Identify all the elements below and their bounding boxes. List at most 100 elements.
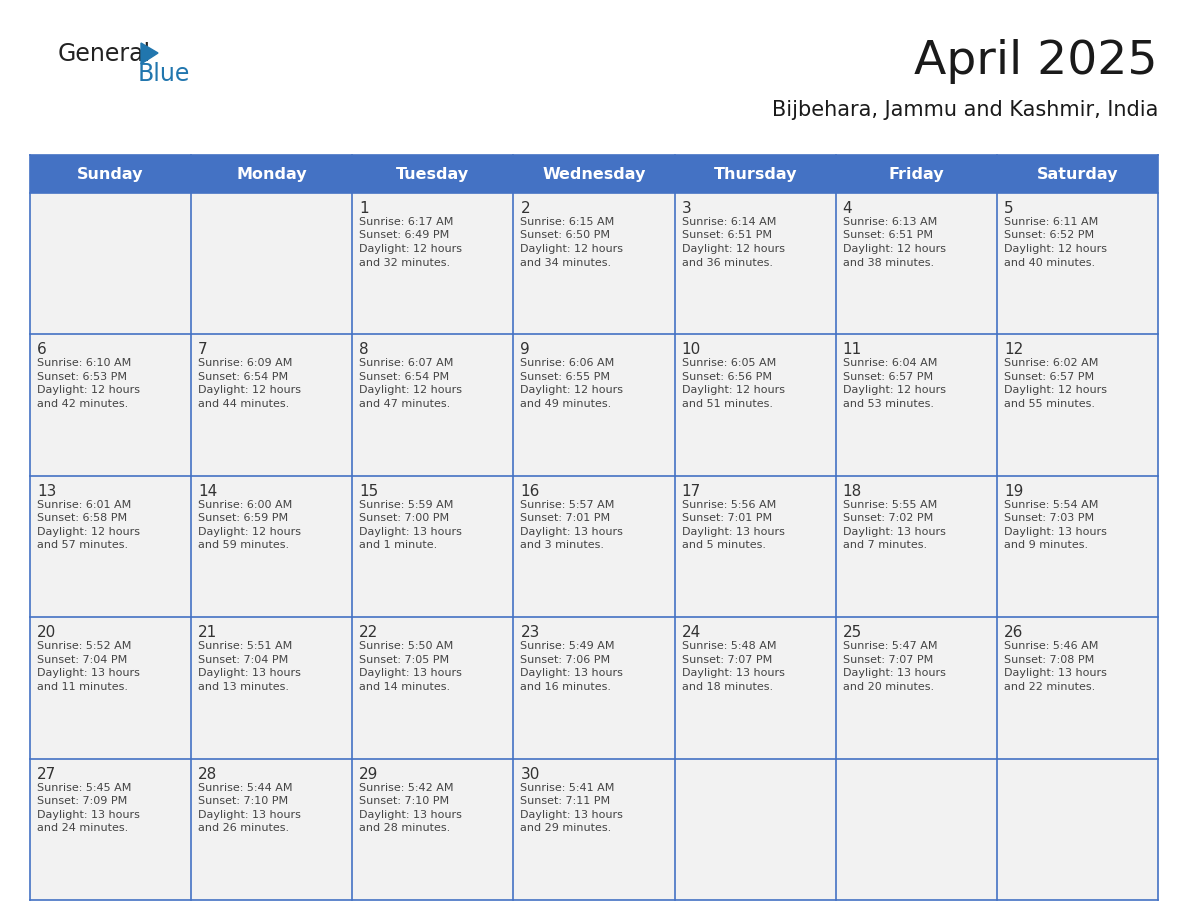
Text: Sunrise: 6:13 AM: Sunrise: 6:13 AM — [842, 217, 937, 227]
Text: Sunrise: 5:59 AM: Sunrise: 5:59 AM — [359, 499, 454, 509]
Text: Sunset: 6:50 PM: Sunset: 6:50 PM — [520, 230, 611, 241]
Text: Daylight: 13 hours: Daylight: 13 hours — [1004, 527, 1107, 537]
Text: Sunset: 6:54 PM: Sunset: 6:54 PM — [359, 372, 449, 382]
Text: Sunset: 6:56 PM: Sunset: 6:56 PM — [682, 372, 771, 382]
Text: 14: 14 — [198, 484, 217, 498]
Text: Daylight: 13 hours: Daylight: 13 hours — [1004, 668, 1107, 678]
Text: 24: 24 — [682, 625, 701, 640]
Text: Sunset: 7:11 PM: Sunset: 7:11 PM — [520, 796, 611, 806]
Text: and 32 minutes.: and 32 minutes. — [359, 258, 450, 267]
Text: Sunset: 6:49 PM: Sunset: 6:49 PM — [359, 230, 449, 241]
Bar — [30, 193, 1158, 334]
Text: Friday: Friday — [889, 166, 944, 182]
Text: Sunrise: 5:50 AM: Sunrise: 5:50 AM — [359, 641, 454, 651]
Bar — [30, 334, 1158, 476]
Text: 11: 11 — [842, 342, 862, 357]
Text: Sunrise: 5:51 AM: Sunrise: 5:51 AM — [198, 641, 292, 651]
Text: and 44 minutes.: and 44 minutes. — [198, 399, 290, 409]
Text: Daylight: 12 hours: Daylight: 12 hours — [682, 386, 784, 396]
Text: Sunset: 7:07 PM: Sunset: 7:07 PM — [682, 655, 772, 665]
Text: 2: 2 — [520, 201, 530, 216]
Text: Sunset: 7:10 PM: Sunset: 7:10 PM — [359, 796, 449, 806]
Text: Daylight: 13 hours: Daylight: 13 hours — [520, 668, 624, 678]
Text: and 16 minutes.: and 16 minutes. — [520, 682, 612, 691]
Text: 5: 5 — [1004, 201, 1013, 216]
Text: and 1 minute.: and 1 minute. — [359, 541, 437, 550]
Text: Sunrise: 5:45 AM: Sunrise: 5:45 AM — [37, 783, 132, 792]
Text: Daylight: 13 hours: Daylight: 13 hours — [37, 810, 140, 820]
Text: and 59 minutes.: and 59 minutes. — [198, 541, 289, 550]
Text: Sunrise: 5:46 AM: Sunrise: 5:46 AM — [1004, 641, 1098, 651]
Text: 15: 15 — [359, 484, 379, 498]
Text: Sunset: 7:03 PM: Sunset: 7:03 PM — [1004, 513, 1094, 523]
Text: and 20 minutes.: and 20 minutes. — [842, 682, 934, 691]
Text: Daylight: 12 hours: Daylight: 12 hours — [682, 244, 784, 254]
Text: Sunset: 7:04 PM: Sunset: 7:04 PM — [37, 655, 127, 665]
Text: Daylight: 12 hours: Daylight: 12 hours — [842, 244, 946, 254]
Text: Sunset: 6:58 PM: Sunset: 6:58 PM — [37, 513, 127, 523]
Text: 28: 28 — [198, 767, 217, 781]
Bar — [30, 617, 1158, 758]
Text: Sunrise: 5:42 AM: Sunrise: 5:42 AM — [359, 783, 454, 792]
Text: 19: 19 — [1004, 484, 1023, 498]
Text: 3: 3 — [682, 201, 691, 216]
Text: 29: 29 — [359, 767, 379, 781]
Text: Sunset: 6:57 PM: Sunset: 6:57 PM — [1004, 372, 1094, 382]
Text: Sunset: 6:57 PM: Sunset: 6:57 PM — [842, 372, 933, 382]
Text: Daylight: 13 hours: Daylight: 13 hours — [359, 810, 462, 820]
Text: and 49 minutes.: and 49 minutes. — [520, 399, 612, 409]
Text: Sunday: Sunday — [77, 166, 144, 182]
Text: Daylight: 13 hours: Daylight: 13 hours — [682, 668, 784, 678]
Text: 23: 23 — [520, 625, 539, 640]
Text: Daylight: 13 hours: Daylight: 13 hours — [359, 527, 462, 537]
Text: Daylight: 12 hours: Daylight: 12 hours — [359, 386, 462, 396]
Text: Bijbehara, Jammu and Kashmir, India: Bijbehara, Jammu and Kashmir, India — [772, 100, 1158, 120]
Text: Daylight: 13 hours: Daylight: 13 hours — [198, 810, 301, 820]
Text: 26: 26 — [1004, 625, 1023, 640]
Text: April 2025: April 2025 — [915, 39, 1158, 84]
Text: Daylight: 13 hours: Daylight: 13 hours — [682, 527, 784, 537]
Text: and 24 minutes.: and 24 minutes. — [37, 823, 128, 834]
Text: and 53 minutes.: and 53 minutes. — [842, 399, 934, 409]
Text: and 9 minutes.: and 9 minutes. — [1004, 541, 1088, 550]
Text: and 13 minutes.: and 13 minutes. — [198, 682, 289, 691]
Text: 27: 27 — [37, 767, 56, 781]
Text: Sunset: 7:01 PM: Sunset: 7:01 PM — [520, 513, 611, 523]
Text: Sunrise: 6:14 AM: Sunrise: 6:14 AM — [682, 217, 776, 227]
Text: Sunset: 6:55 PM: Sunset: 6:55 PM — [520, 372, 611, 382]
Text: Sunrise: 5:52 AM: Sunrise: 5:52 AM — [37, 641, 132, 651]
Text: and 29 minutes.: and 29 minutes. — [520, 823, 612, 834]
Text: Sunset: 7:05 PM: Sunset: 7:05 PM — [359, 655, 449, 665]
Text: Sunrise: 6:04 AM: Sunrise: 6:04 AM — [842, 358, 937, 368]
Text: Daylight: 13 hours: Daylight: 13 hours — [198, 668, 301, 678]
Text: Sunrise: 5:47 AM: Sunrise: 5:47 AM — [842, 641, 937, 651]
Text: Daylight: 12 hours: Daylight: 12 hours — [198, 527, 301, 537]
Bar — [30, 476, 1158, 617]
Text: 18: 18 — [842, 484, 862, 498]
Text: General: General — [58, 42, 151, 66]
Text: Sunrise: 6:01 AM: Sunrise: 6:01 AM — [37, 499, 131, 509]
Text: 10: 10 — [682, 342, 701, 357]
Text: and 36 minutes.: and 36 minutes. — [682, 258, 772, 267]
Text: and 14 minutes.: and 14 minutes. — [359, 682, 450, 691]
Text: Daylight: 13 hours: Daylight: 13 hours — [520, 527, 624, 537]
Text: and 57 minutes.: and 57 minutes. — [37, 541, 128, 550]
Text: and 26 minutes.: and 26 minutes. — [198, 823, 289, 834]
Text: Sunrise: 6:07 AM: Sunrise: 6:07 AM — [359, 358, 454, 368]
Text: and 47 minutes.: and 47 minutes. — [359, 399, 450, 409]
Text: Monday: Monday — [236, 166, 307, 182]
Text: 16: 16 — [520, 484, 539, 498]
Text: and 51 minutes.: and 51 minutes. — [682, 399, 772, 409]
Bar — [30, 758, 1158, 900]
Text: Sunset: 6:52 PM: Sunset: 6:52 PM — [1004, 230, 1094, 241]
Text: Sunrise: 5:54 AM: Sunrise: 5:54 AM — [1004, 499, 1098, 509]
Text: Sunset: 7:01 PM: Sunset: 7:01 PM — [682, 513, 772, 523]
Text: Sunrise: 6:09 AM: Sunrise: 6:09 AM — [198, 358, 292, 368]
Text: Daylight: 12 hours: Daylight: 12 hours — [37, 527, 140, 537]
Text: Sunrise: 5:49 AM: Sunrise: 5:49 AM — [520, 641, 615, 651]
Text: Sunset: 7:09 PM: Sunset: 7:09 PM — [37, 796, 127, 806]
Text: Daylight: 12 hours: Daylight: 12 hours — [520, 244, 624, 254]
Text: Sunrise: 5:41 AM: Sunrise: 5:41 AM — [520, 783, 615, 792]
Text: Sunrise: 5:55 AM: Sunrise: 5:55 AM — [842, 499, 937, 509]
Text: 1: 1 — [359, 201, 369, 216]
